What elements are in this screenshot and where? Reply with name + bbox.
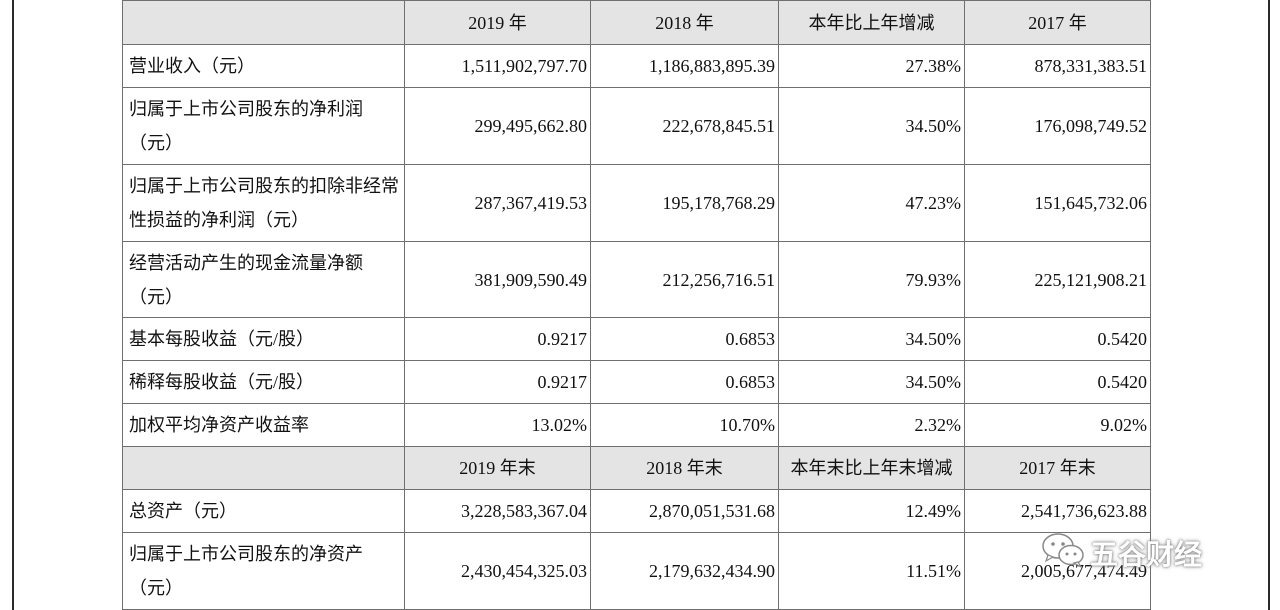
cell-2019-end: 3,228,583,367.04 (404, 489, 591, 533)
cell-2018: 0.6853 (590, 317, 779, 361)
header-cell-2019-end: 2019 年末 (404, 446, 591, 490)
cell-2017: 0.5420 (964, 317, 1151, 361)
cell-2019: 0.9217 (404, 360, 591, 404)
cell-change: 27.38% (778, 44, 965, 88)
header-cell-change-end: 本年末比上年末增减 (778, 446, 965, 490)
cell-2018: 10.70% (590, 403, 779, 447)
table-row: 加权平均净资产收益率 13.02% 10.70% 2.32% 9.02% (122, 403, 1151, 447)
row-label: 加权平均净资产收益率 (122, 403, 405, 447)
header-cell-blank (122, 0, 405, 45)
cell-2018: 0.6853 (590, 360, 779, 404)
cell-change: 34.50% (778, 317, 965, 361)
cell-change: 47.23% (778, 164, 965, 242)
cell-2018: 1,186,883,895.39 (590, 44, 779, 88)
cell-change-end: 12.49% (778, 489, 965, 533)
header-cell-2017-end: 2017 年末 (964, 446, 1151, 490)
cell-change: 79.93% (778, 241, 965, 318)
cell-2019: 13.02% (404, 403, 591, 447)
header-cell-blank (122, 446, 405, 490)
cell-2018: 222,678,845.51 (590, 87, 779, 165)
cell-2017: 225,121,908.21 (964, 241, 1151, 318)
cell-2019: 299,495,662.80 (404, 87, 591, 165)
row-label: 归属于上市公司股东的净利润（元） (122, 87, 405, 165)
cell-2019: 381,909,590.49 (404, 241, 591, 318)
page-left-border (12, 0, 14, 610)
table-header-row: 2019 年 2018 年 本年比上年增减 2017 年 (122, 0, 1151, 45)
cell-2019: 287,367,419.53 (404, 164, 591, 242)
cell-2018: 195,178,768.29 (590, 164, 779, 242)
header-cell-2019: 2019 年 (404, 0, 591, 45)
cell-2019: 1,511,902,797.70 (404, 44, 591, 88)
table-row: 归属于上市公司股东的扣除非经常性损益的净利润（元） 287,367,419.53… (122, 164, 1151, 242)
table-row: 基本每股收益（元/股） 0.9217 0.6853 34.50% 0.5420 (122, 317, 1151, 361)
cell-2018-end: 2,870,051,531.68 (590, 489, 779, 533)
table-row: 总资产（元） 3,228,583,367.04 2,870,051,531.68… (122, 489, 1151, 533)
cell-2017-end: 2,005,677,474.49 (964, 532, 1151, 610)
cell-2017-end: 2,541,736,623.88 (964, 489, 1151, 533)
table-row: 营业收入（元） 1,511,902,797.70 1,186,883,895.3… (122, 44, 1151, 88)
table-row: 经营活动产生的现金流量净额（元） 381,909,590.49 212,256,… (122, 241, 1151, 318)
cell-2019: 0.9217 (404, 317, 591, 361)
cell-2018-end: 2,179,632,434.90 (590, 532, 779, 610)
cell-2019-end: 2,430,454,325.03 (404, 532, 591, 610)
cell-2017: 0.5420 (964, 360, 1151, 404)
page-right-border (1268, 0, 1270, 610)
financial-data-table: 2019 年 2018 年 本年比上年增减 2017 年 营业收入（元） 1,5… (122, 0, 1151, 610)
header-cell-2018-end: 2018 年末 (590, 446, 779, 490)
header-cell-2018: 2018 年 (590, 0, 779, 45)
header-cell-change: 本年比上年增减 (778, 0, 965, 45)
header-cell-2017: 2017 年 (964, 0, 1151, 45)
row-label: 总资产（元） (122, 489, 405, 533)
table-row: 稀释每股收益（元/股） 0.9217 0.6853 34.50% 0.5420 (122, 360, 1151, 404)
cell-change-end: 11.51% (778, 532, 965, 610)
cell-change: 34.50% (778, 87, 965, 165)
row-label: 经营活动产生的现金流量净额（元） (122, 241, 405, 318)
row-label: 归属于上市公司股东的净资产（元） (122, 532, 405, 610)
row-label: 稀释每股收益（元/股） (122, 360, 405, 404)
cell-change: 34.50% (778, 360, 965, 404)
cell-2018: 212,256,716.51 (590, 241, 779, 318)
table-row: 归属于上市公司股东的净利润（元） 299,495,662.80 222,678,… (122, 87, 1151, 165)
row-label: 营业收入（元） (122, 44, 405, 88)
row-label: 归属于上市公司股东的扣除非经常性损益的净利润（元） (122, 164, 405, 242)
cell-2017: 176,098,749.52 (964, 87, 1151, 165)
table-header-row: 2019 年末 2018 年末 本年末比上年末增减 2017 年末 (122, 446, 1151, 490)
table-row: 归属于上市公司股东的净资产（元） 2,430,454,325.03 2,179,… (122, 532, 1151, 610)
cell-2017: 151,645,732.06 (964, 164, 1151, 242)
cell-2017: 9.02% (964, 403, 1151, 447)
cell-2017: 878,331,383.51 (964, 44, 1151, 88)
cell-change: 2.32% (778, 403, 965, 447)
row-label: 基本每股收益（元/股） (122, 317, 405, 361)
